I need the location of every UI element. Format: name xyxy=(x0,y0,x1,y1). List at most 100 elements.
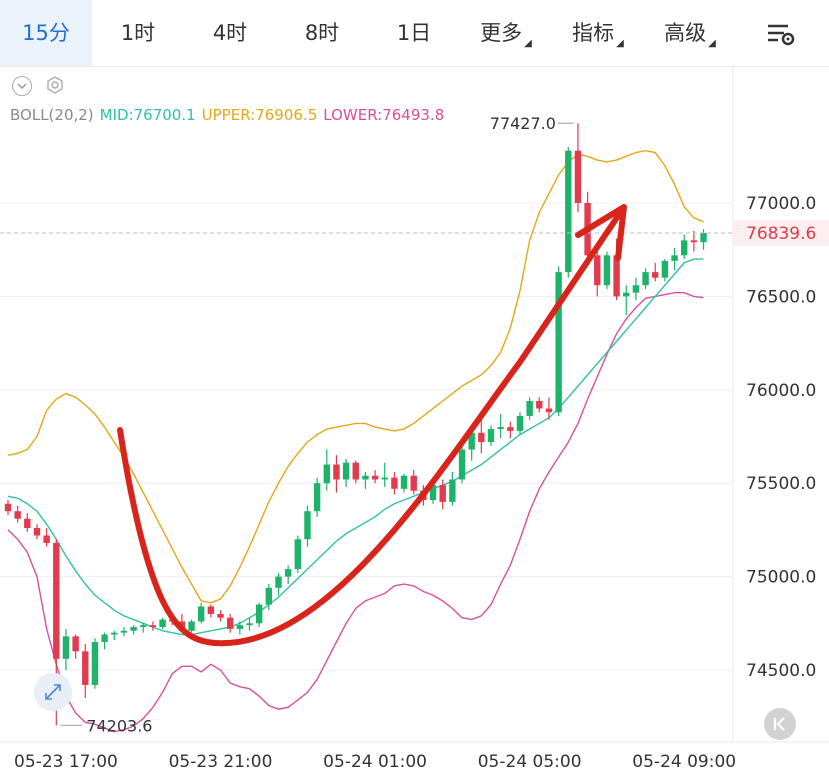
candle-up xyxy=(111,630,118,641)
tab-indicators[interactable]: 指标 ◢ xyxy=(552,0,644,66)
collapse-indicator-button[interactable] xyxy=(12,76,32,96)
boll-lower-line xyxy=(7,291,704,733)
tab-8h[interactable]: 8时 xyxy=(276,0,368,66)
candle-up xyxy=(487,425,495,446)
x-tick-label: 05-23 21:00 xyxy=(169,752,273,772)
candle-down xyxy=(43,528,50,547)
indicator-upper: UPPER:76906.5 xyxy=(201,106,318,124)
candle-up xyxy=(159,617,166,629)
candle-down xyxy=(391,471,398,495)
candle-up xyxy=(323,449,330,491)
candle-down xyxy=(4,500,12,515)
tab-label: 指标 xyxy=(572,21,615,45)
chart-settings-icon xyxy=(768,24,795,46)
current-price-label: 76839.6 xyxy=(746,224,816,244)
candle-up xyxy=(565,146,572,278)
skip-back-icon xyxy=(773,717,785,731)
price-chart[interactable]: 77000.0 76500.0 76000.0 75500.0 75000.0 74500… xyxy=(0,67,829,782)
candle-up xyxy=(294,535,301,573)
x-tick-label: 05-24 01:00 xyxy=(323,752,427,772)
candle-up xyxy=(313,477,321,517)
candle-down xyxy=(82,643,89,699)
candle-up xyxy=(671,247,678,271)
candle-up xyxy=(188,619,195,633)
candle-down xyxy=(149,621,157,631)
boll-upper-line xyxy=(7,149,704,604)
y-tick-label: 76000.0 xyxy=(746,381,816,401)
candle-up xyxy=(700,229,707,250)
candle-up xyxy=(342,458,350,487)
candle-up xyxy=(497,414,504,439)
candle-down xyxy=(507,421,514,439)
candle-up xyxy=(429,483,437,504)
current-price-badge xyxy=(734,219,829,246)
candle-up xyxy=(140,623,147,633)
candle-up xyxy=(120,627,128,637)
candle-up xyxy=(255,602,263,628)
indicator-lower: LOWER:76493.8 xyxy=(323,106,445,124)
gear-icon xyxy=(47,76,63,94)
candle-up xyxy=(284,565,292,585)
y-tick-label: 75500.0 xyxy=(746,474,816,494)
candle-up xyxy=(661,259,669,282)
indicator-mid: MID:76700.1 xyxy=(99,106,196,124)
candle-up xyxy=(130,625,137,635)
candle-up xyxy=(400,473,408,493)
caret-down-icon: ◢ xyxy=(708,38,716,49)
high-price-label: 77427.0 xyxy=(490,114,556,133)
candle-down xyxy=(690,231,698,252)
annotation-arrow xyxy=(117,207,625,647)
candle-down xyxy=(594,251,601,297)
x-tick-label: 05-24 09:00 xyxy=(632,752,736,772)
skip-to-latest-button[interactable] xyxy=(764,708,796,740)
candle-up xyxy=(275,572,282,596)
tab-4h[interactable]: 4时 xyxy=(184,0,276,66)
candle-down xyxy=(545,397,553,420)
candle-down xyxy=(33,524,41,540)
candle-up xyxy=(198,602,205,624)
tab-more[interactable]: 更多 ◢ xyxy=(460,0,552,66)
candle-down xyxy=(536,397,543,413)
candle-down xyxy=(333,455,340,493)
candle-up xyxy=(362,471,369,489)
expand-chart-button[interactable] xyxy=(34,673,72,711)
candle-up xyxy=(555,266,562,416)
tab-1h[interactable]: 1时 xyxy=(92,0,184,66)
candle-down xyxy=(207,604,215,618)
annotation-arrowhead xyxy=(575,204,627,261)
y-tick-label: 74500.0 xyxy=(746,661,816,681)
tab-label: 8时 xyxy=(304,21,340,45)
boll-mid-line xyxy=(7,258,704,636)
candle-down xyxy=(371,470,379,484)
candle-up xyxy=(304,505,311,547)
candle-down xyxy=(439,479,446,510)
candle-up xyxy=(381,462,388,487)
candle-up xyxy=(62,628,70,670)
tab-advanced[interactable]: 高级 ◢ xyxy=(644,0,736,66)
indicator-name: BOLL(20,2) xyxy=(10,106,94,124)
candle-up xyxy=(681,234,688,260)
candle-up xyxy=(642,268,649,289)
candle-up xyxy=(623,285,630,316)
candle-up xyxy=(458,445,466,484)
candle-up xyxy=(236,621,244,635)
candle-down xyxy=(14,505,21,523)
candle-up xyxy=(526,397,533,420)
y-tick-label: 76500.0 xyxy=(746,287,816,307)
tab-1d[interactable]: 1日 xyxy=(368,0,460,66)
candle-down xyxy=(72,634,79,659)
candle-up xyxy=(265,584,273,611)
x-tick-label: 05-24 05:00 xyxy=(478,752,582,772)
expand-arrows-icon xyxy=(45,684,61,700)
candle-up xyxy=(449,471,456,506)
candle-down xyxy=(226,613,234,633)
low-price-label: 74203.6 xyxy=(86,716,152,735)
candle-down xyxy=(652,262,659,282)
caret-down-icon: ◢ xyxy=(524,38,532,49)
chart-settings-button[interactable] xyxy=(758,12,808,54)
tab-label: 15分 xyxy=(22,21,70,45)
candle-up xyxy=(468,429,475,461)
indicator-settings-button[interactable] xyxy=(46,76,64,94)
tab-15m[interactable]: 15分 xyxy=(0,0,92,66)
y-tick-label: 77000.0 xyxy=(746,194,816,214)
